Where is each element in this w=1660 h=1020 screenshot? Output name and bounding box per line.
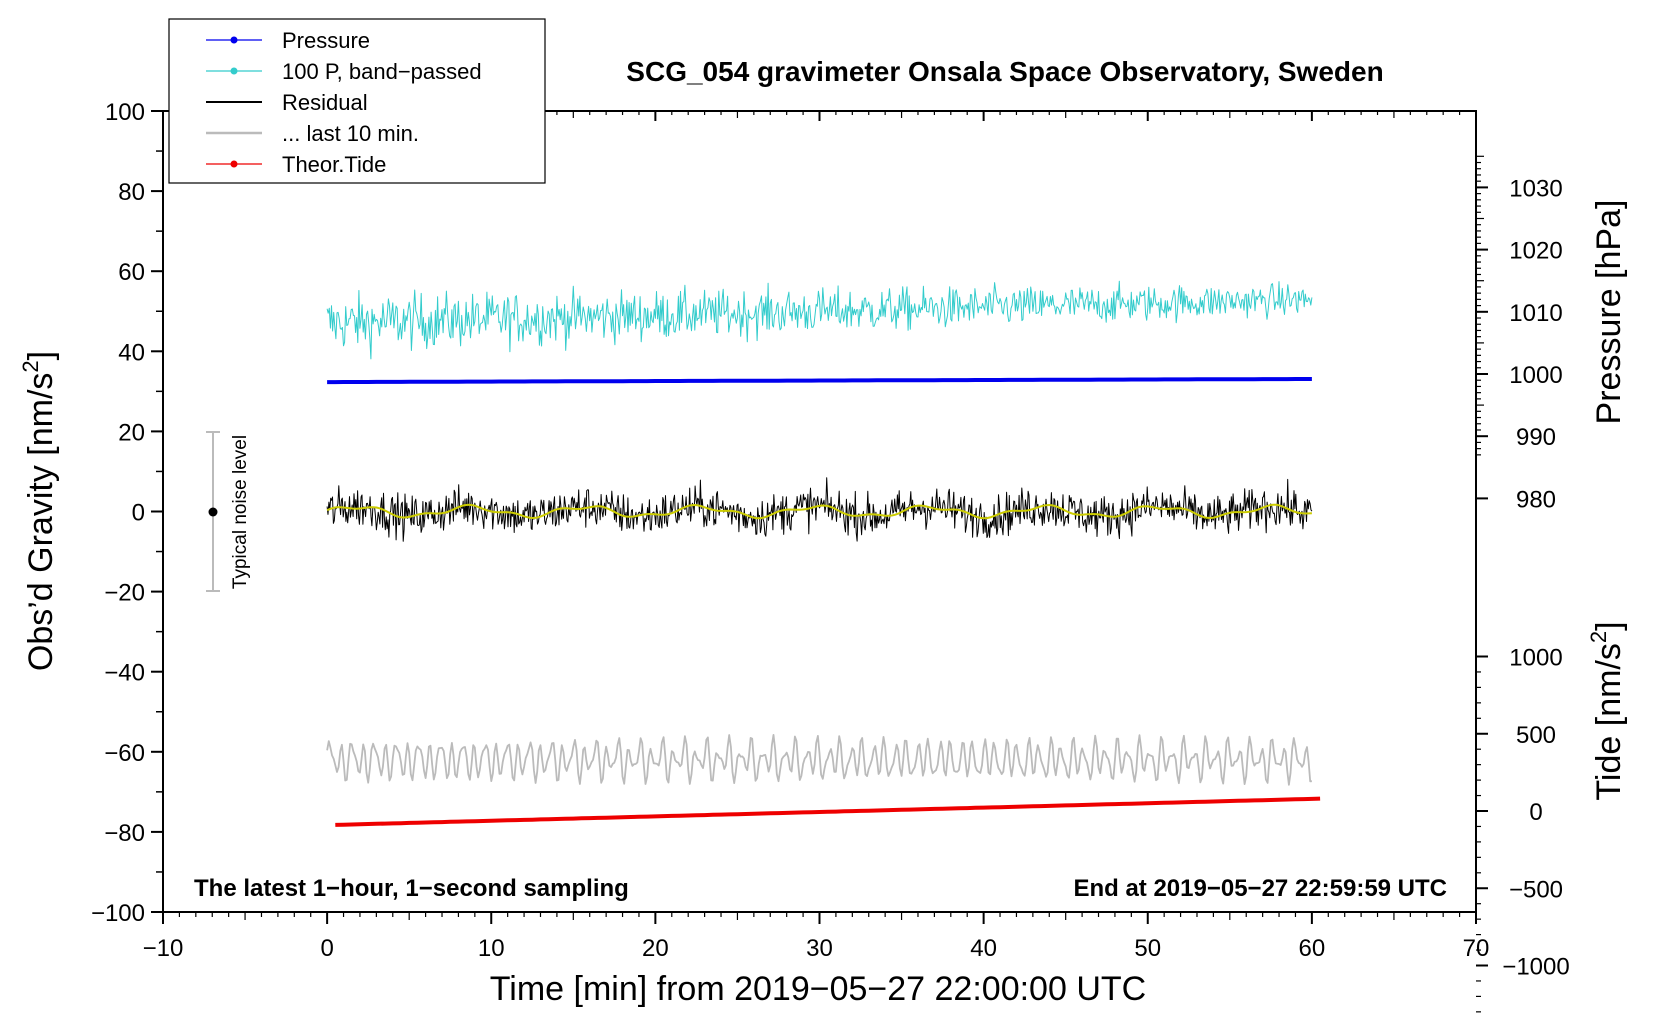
series-residual-smoothed (326, 503, 1312, 520)
legend-label-band-passed: 100 P, band−passed (282, 59, 482, 84)
y-axis-label-tide-main: Tide [nm/s (1590, 643, 1628, 800)
chart-title: SCG_054 gravimeter Onsala Space Observat… (626, 56, 1383, 87)
y-pressure-tick-label-5: 1030 (1509, 175, 1562, 202)
x-tick-label-2: 10 (478, 935, 505, 962)
series-layer (326, 280, 1321, 827)
noise-bar-center (208, 507, 218, 517)
x-tick-label-4: 30 (806, 935, 833, 962)
y-left-tick-label-2: −60 (104, 740, 145, 767)
y-left-tick-label-6: 20 (118, 419, 145, 446)
series-residual (326, 477, 1313, 542)
legend: Pressure 100 P, band−passed Residual ...… (168, 18, 546, 184)
noise-label: Typical noise level (230, 435, 251, 589)
x-tick-label-6: 50 (1134, 935, 1161, 962)
y-axis-label-tide-sup: 2 (1586, 631, 1611, 643)
y-left-tick-label-7: 40 (118, 339, 145, 366)
y-tide-tick-label-4: 500 (1516, 722, 1556, 749)
series-band-passed (326, 280, 1313, 360)
x-tick-label-5: 40 (970, 935, 997, 962)
y-left-tick-label-4: −20 (104, 580, 145, 607)
y-left-tick-label-10: 100 (105, 99, 145, 126)
legend-label-pressure: Pressure (282, 28, 370, 53)
x-tick-label-1: 0 (320, 935, 333, 962)
y-left-tick-label-8: 60 (118, 259, 145, 286)
legend-item-pressure: Pressure (206, 28, 370, 53)
y-left-tick-label-0: −100 (91, 900, 145, 927)
y-pressure-tick-label-3: 1010 (1509, 300, 1562, 327)
legend-item-last-10-min: ... last 10 min. (206, 121, 419, 146)
series-pressure (327, 377, 1312, 385)
legend-marker-theor-tide (230, 160, 238, 168)
y-axis-label-left: Obs’d Gravity [nm/s2] (18, 351, 60, 671)
y-pressure-tick-label-2: 1000 (1509, 362, 1562, 389)
series-theor-tide (335, 796, 1321, 827)
legend-marker-band-passed (230, 67, 238, 75)
y-axis-label-left-end: ] (22, 351, 60, 360)
note-end-time: End at 2019−05−27 22:59:59 UTC (1073, 875, 1447, 902)
legend-label-theor-tide: Theor.Tide (282, 152, 386, 177)
legend-label-residual: Residual (282, 90, 368, 115)
axes-layer: −10 0 10 20 30 40 50 60 70−100−80−60−40−20020406… (91, 99, 1570, 1013)
x-tick-label-0: −10 (143, 935, 184, 962)
y-left-tick-label-3: −40 (104, 660, 145, 687)
legend-label-last-10-min: ... last 10 min. (282, 121, 419, 146)
x-axis-label: Time [min] from 2019−05−27 22:00:00 UTC (490, 970, 1146, 1008)
y-left-tick-label-5: 0 (132, 500, 145, 527)
y-pressure-tick-label-4: 1020 (1509, 238, 1562, 265)
y-pressure-tick-label-0: 980 (1516, 486, 1556, 513)
y-axis-label-tide-end: ] (1590, 621, 1628, 630)
legend-item-theor-tide: Theor.Tide (206, 152, 386, 177)
note-sampling: The latest 1−hour, 1−second sampling (194, 875, 629, 902)
legend-item-band-passed: 100 P, band−passed (206, 59, 482, 84)
legend-marker-pressure (230, 36, 238, 44)
y-tide-tick-label-5: 1000 (1509, 645, 1562, 672)
series-last-10-min (326, 734, 1312, 786)
y-axis-label-pressure: Pressure [hPa] (1590, 200, 1628, 425)
y-tide-tick-label-1: −1000 (1502, 954, 1569, 981)
legend-item-residual: Residual (206, 90, 368, 115)
x-tick-label-8: 70 (1463, 935, 1490, 962)
y-tide-tick-label-3: 0 (1529, 799, 1542, 826)
y-left-tick-label-1: −80 (104, 820, 145, 847)
noise-indicator: Typical noise level (206, 431, 251, 592)
y-left-tick-label-9: 80 (118, 179, 145, 206)
y-axis-label-tide: Tide [nm/s2] (1586, 621, 1628, 800)
y-axis-label-left-main: Obs’d Gravity [nm/s (22, 373, 60, 672)
y-pressure-tick-label-1: 990 (1516, 424, 1556, 451)
x-tick-label-3: 20 (642, 935, 669, 962)
x-tick-label-7: 60 (1299, 935, 1326, 962)
y-tide-tick-label-2: −500 (1509, 876, 1563, 903)
y-axis-label-left-sup: 2 (18, 360, 43, 372)
